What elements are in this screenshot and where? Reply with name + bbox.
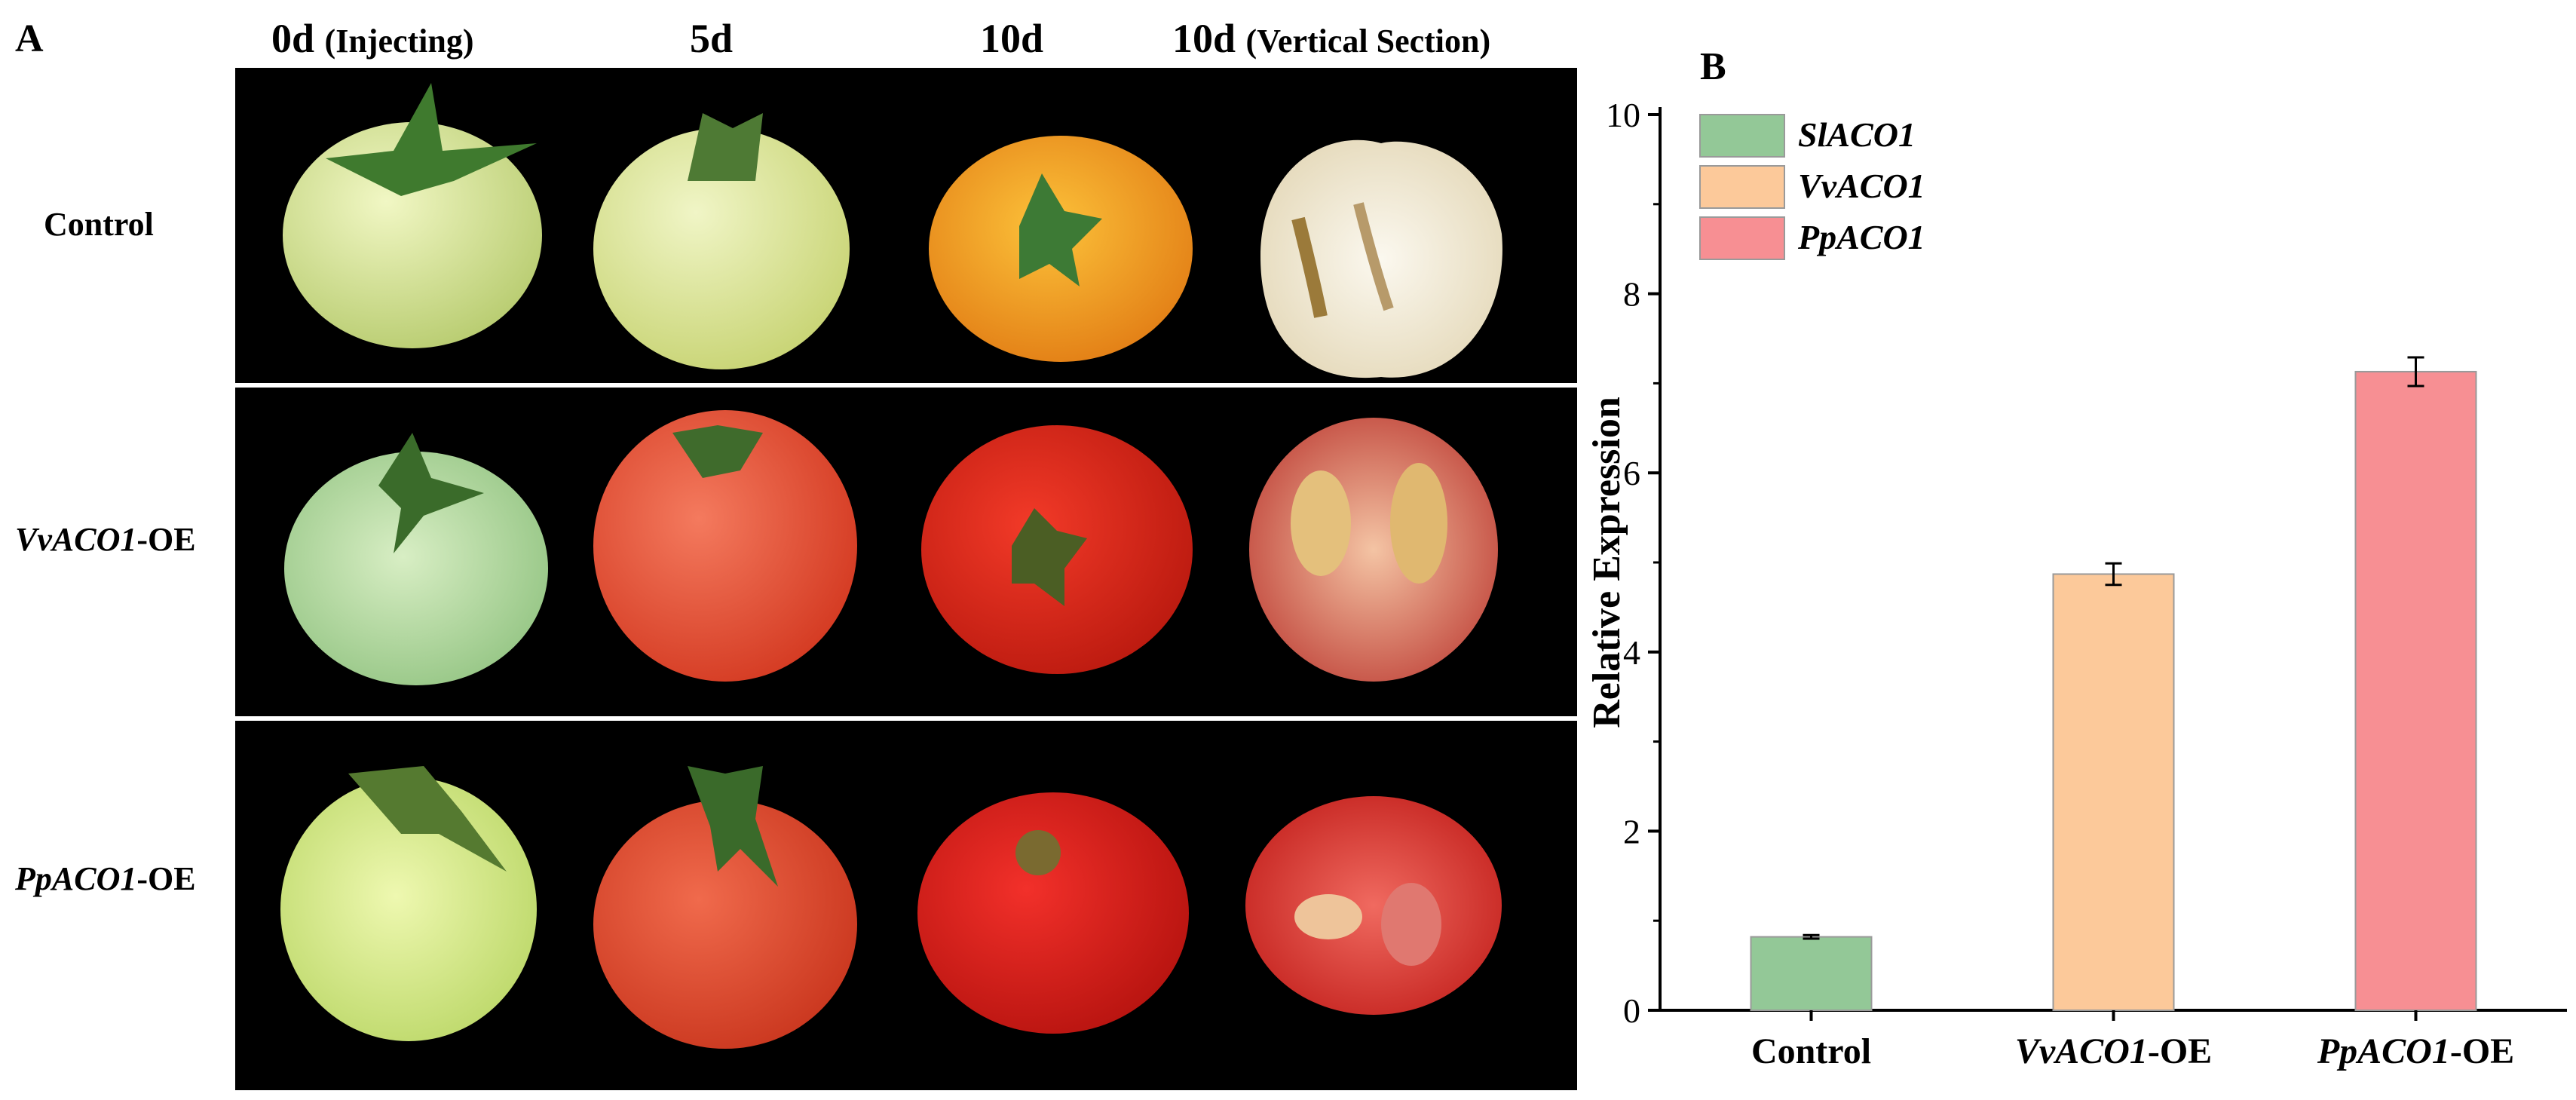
fruit-ppaco1-5d [593, 766, 857, 1049]
fruit-vvaco1-10d [921, 425, 1193, 674]
fruit-control-section [1260, 139, 1502, 378]
legend-swatch-vvaco1 [1699, 165, 1785, 209]
y-tick-label: 2 [1623, 812, 1640, 850]
fruit-control-10d [929, 136, 1193, 362]
fruit-vvaco1-5d [593, 410, 857, 682]
legend-swatch-ppaco1 [1699, 216, 1785, 260]
calyx-icon [672, 425, 763, 478]
fruit-control-0d [283, 83, 542, 348]
row-label-vvaco1-oe: VvACO1-OE [15, 521, 196, 558]
bar-vvaco1-oe [2052, 573, 2175, 1011]
column-header-10d-section: 10d (Vertical Section) [1172, 16, 1491, 61]
y-tick-label: 6 [1623, 454, 1640, 492]
calyx-icon [348, 766, 507, 872]
fruit-vvaco1-0d [284, 433, 548, 685]
fruit-control-5d [593, 113, 850, 369]
relative-expression-chart: B Relative Expression 0 2 4 6 8 10 Control VvAC… [1585, 45, 2567, 1071]
fruit-vvaco1-section [1249, 418, 1498, 682]
legend-swatch-slaco1 [1699, 114, 1785, 158]
y-tick-label: 8 [1623, 275, 1640, 314]
calyx-icon [326, 83, 537, 196]
plot-area: 0 2 4 6 8 10 Control VvACO1-OE PpACO1-OE SlACO1 Vv… [1606, 96, 2567, 1071]
legend-label: PpACO1 [1797, 218, 1925, 256]
y-tick-label: 4 [1623, 633, 1640, 672]
fruit-ppaco1-10d [917, 792, 1189, 1034]
column-header-5d: 5d [690, 16, 734, 61]
bar-ppaco1-oe [2354, 370, 2477, 1011]
y-axis-label: Relative Expression [1585, 397, 1628, 728]
calyx-icon [688, 766, 778, 887]
column-header-10d: 10d [980, 16, 1044, 61]
photo-panel-control [235, 68, 1577, 383]
calyx-icon [688, 113, 763, 181]
photo-panel-ppaco1-oe [235, 721, 1577, 1090]
row-label-ppaco1-oe: PpACO1-OE [15, 860, 196, 897]
x-tick-label: VvACO1-OE [2015, 1031, 2212, 1071]
column-header-0d: 0d (Injecting) [271, 16, 474, 61]
x-tick-label: Control [1751, 1031, 1871, 1071]
bar-control [1750, 936, 1873, 1011]
calyx-icon [1012, 508, 1087, 606]
row-label-control: Control [44, 206, 154, 243]
panel-a-letter: A [15, 17, 44, 60]
photo-panel-vvaco1-oe [235, 388, 1577, 716]
fruit-ppaco1-0d [280, 766, 537, 1041]
x-tick-label: PpACO1-OE [2317, 1031, 2514, 1071]
panel-b-letter: B [1700, 45, 1726, 88]
y-tick-label: 10 [1606, 96, 1640, 134]
calyx-icon [1019, 173, 1102, 286]
fruit-ppaco1-section [1245, 796, 1502, 1015]
legend-label: VvACO1 [1798, 167, 1925, 205]
calyx-icon [378, 433, 484, 553]
y-tick-label: 0 [1623, 991, 1640, 1030]
legend-label: SlACO1 [1798, 115, 1916, 154]
